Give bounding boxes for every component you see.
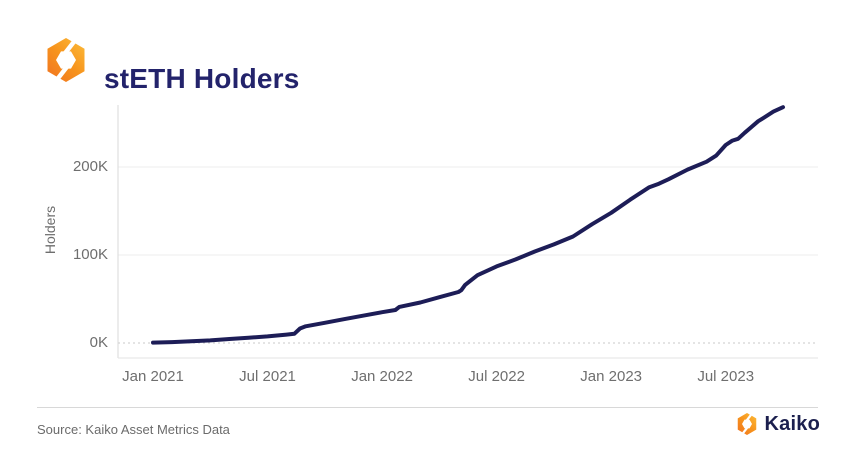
kaiko-logo-icon	[47, 36, 85, 84]
x-tick-label: Jan 2022	[351, 368, 413, 385]
x-tick-label: Jan 2021	[122, 368, 184, 385]
y-tick-label: 200K	[72, 158, 108, 175]
y-tick-label: 0K	[89, 334, 108, 351]
x-tick-label: Jan 2023	[580, 368, 643, 385]
x-tick-label: Jul 2022	[468, 368, 525, 385]
kaiko-footer-icon	[737, 412, 756, 436]
y-tick-label: 100K	[72, 246, 108, 263]
brand-wordmark: Kaiko	[764, 412, 820, 435]
data-line-steth-holders	[151, 105, 785, 345]
x-tick-label: Jul 2023	[697, 368, 755, 385]
footer-divider	[37, 407, 818, 408]
x-tick-label: Jul 2021	[239, 368, 296, 385]
source-note: Source: Kaiko Asset Metrics Data	[37, 422, 230, 437]
page-title: stETH Holders	[104, 62, 300, 94]
footer-brand: Kaiko	[735, 412, 820, 436]
